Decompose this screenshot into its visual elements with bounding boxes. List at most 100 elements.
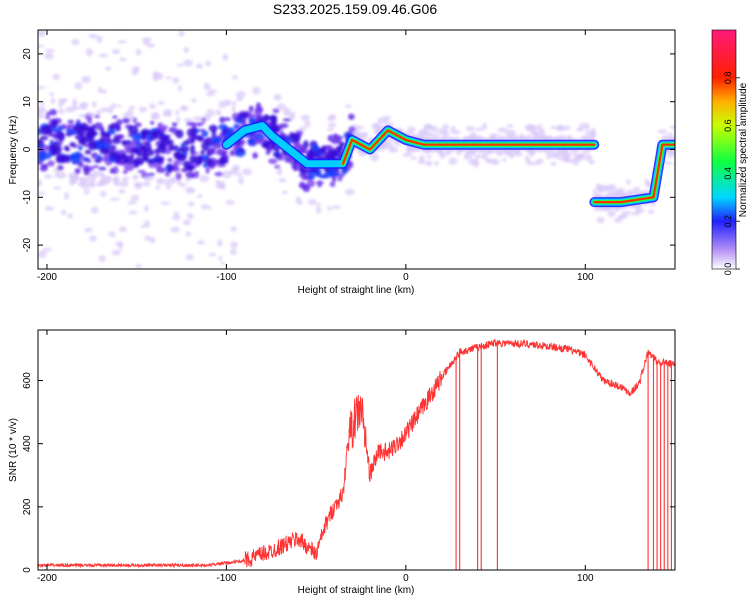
heatmap-cell <box>235 91 246 98</box>
heatmap-cell <box>475 127 484 132</box>
heatmap-cell <box>57 124 63 134</box>
heatmap-cell <box>167 139 174 148</box>
heatmap-cell <box>327 127 334 132</box>
heatmap-cell <box>154 148 160 154</box>
heatmap-cell <box>327 205 332 211</box>
heatmap-cell <box>621 210 628 215</box>
snr-plot-area <box>38 330 675 570</box>
heatmap-cell <box>306 151 312 160</box>
heatmap-cell <box>57 101 64 109</box>
heatmap-cell <box>442 135 449 141</box>
heatmap-cell <box>550 161 557 166</box>
heatmap-cell <box>69 181 74 186</box>
heatmap-cell <box>150 132 158 141</box>
heatmap-cell <box>121 176 130 181</box>
heatmap-cell <box>268 158 278 164</box>
heatmap-cell <box>88 181 95 189</box>
heatmap-cell <box>618 214 628 219</box>
snr-y-axis-label: SNR (10 * v/v) <box>8 418 19 482</box>
heatmap-cell <box>38 30 46 38</box>
heatmap-cell <box>214 171 224 177</box>
heatmap-cell <box>530 161 536 166</box>
heatmap-cell <box>242 168 253 176</box>
heatmap-cell <box>201 203 209 210</box>
heatmap-cell <box>669 125 675 130</box>
heatmap-cell <box>171 215 181 221</box>
snr-y-ticks: 0 200 400 600 <box>22 372 675 573</box>
heatmap-cell <box>68 172 77 180</box>
heatmap-cell <box>274 153 282 158</box>
heatmap-cell <box>157 101 165 105</box>
heatmap-cell <box>224 117 231 122</box>
heatmap-cell <box>60 155 70 160</box>
heatmap-cell <box>176 63 185 67</box>
heatmap-cell <box>58 98 68 103</box>
heatmap-cell <box>254 133 265 140</box>
heatmap-cell <box>193 171 200 176</box>
heatmap-cell <box>173 211 180 217</box>
heatmap-cell <box>596 188 607 193</box>
heatmap-cell <box>632 186 641 191</box>
colorbar-ticks: 0.0 0.2 0.4 0.6 0.8 <box>723 72 740 275</box>
heatmap-cell <box>357 133 368 140</box>
heatmap-cell <box>274 164 281 169</box>
heatmap-cell <box>203 82 211 91</box>
heatmap-cell <box>164 179 169 187</box>
heatmap-cell <box>647 209 655 214</box>
heatmap-cell <box>552 154 561 159</box>
heatmap-cell <box>109 168 115 174</box>
heatmap-cell <box>83 169 91 176</box>
heatmap-cell <box>49 92 55 97</box>
colorbar-label: Normalized spectral amplitude <box>738 82 749 217</box>
heatmap-cell <box>190 138 196 144</box>
heatmap-cell <box>43 174 53 179</box>
heatmap-y-axis-label: Frequency (Hz) <box>8 116 19 185</box>
heatmap-cell <box>312 143 319 153</box>
heatmap-cell <box>668 132 674 138</box>
heatmap-cell <box>327 122 337 128</box>
heatmap-cell <box>44 52 55 60</box>
heatmap-cell <box>506 124 514 128</box>
colorbar-tick-label: 0.4 <box>723 167 733 180</box>
heatmap-cell <box>497 127 508 133</box>
heatmap-cell <box>334 172 340 177</box>
heatmap-cell <box>38 191 46 195</box>
heatmap-cell <box>291 133 301 143</box>
heatmap-cell <box>65 132 73 137</box>
heatmap-cell <box>76 177 85 181</box>
heatmap-cell <box>107 106 114 114</box>
heatmap-cell <box>388 146 399 153</box>
heatmap-cell <box>142 156 148 162</box>
y-tick-label: 20 <box>22 48 33 60</box>
heatmap-cell <box>131 66 140 70</box>
heatmap-cell <box>159 133 167 141</box>
heatmap-cell <box>150 120 155 125</box>
y-tick-label: 400 <box>22 435 33 452</box>
heatmap-cell <box>173 160 181 166</box>
heatmap-cell <box>252 86 261 95</box>
figure-title: S233.2025.159.09.46.G06 <box>273 1 437 17</box>
heatmap-cell <box>306 179 316 188</box>
heatmap-cell <box>88 34 99 39</box>
heatmap-cell <box>135 263 142 269</box>
heatmap-cell <box>273 93 282 101</box>
heatmap-cell <box>95 109 102 115</box>
heatmap-cell <box>67 119 75 124</box>
heatmap-cell <box>57 132 65 142</box>
heatmap-cell <box>157 122 164 129</box>
heatmap-cell <box>186 213 194 220</box>
heatmap-cell <box>124 164 134 172</box>
heatmap-cell <box>110 153 122 160</box>
heatmap-cell <box>45 48 55 53</box>
heatmap-cell <box>90 206 99 214</box>
heatmap-cell <box>86 111 95 117</box>
heatmap-cell <box>91 101 97 108</box>
heatmap-cell <box>49 109 58 116</box>
snr-series-line <box>38 338 675 569</box>
heatmap-cell <box>644 178 649 186</box>
heatmap-cell <box>122 112 132 119</box>
heatmap-cell <box>315 202 321 207</box>
heatmap-cell <box>301 176 310 181</box>
heatmap-cell <box>132 159 140 169</box>
heatmap-cell <box>337 175 343 182</box>
